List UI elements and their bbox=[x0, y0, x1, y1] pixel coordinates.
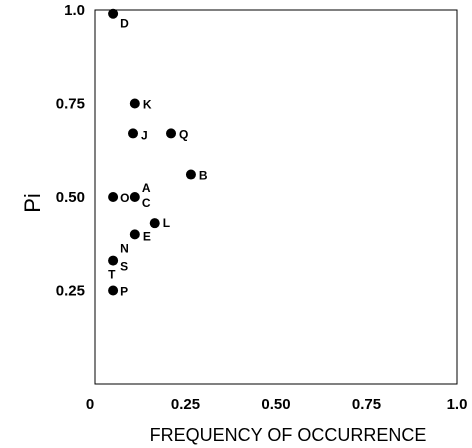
data-point bbox=[166, 128, 177, 139]
y-tick-label: 1.0 bbox=[64, 2, 85, 19]
data-point bbox=[108, 192, 119, 202]
data-point bbox=[129, 98, 140, 109]
data-point bbox=[185, 169, 196, 180]
point-label: B bbox=[199, 169, 208, 183]
x-tick-labels: 0 0.25 0.50 0.75 1.0 bbox=[86, 396, 468, 413]
data-point bbox=[108, 255, 119, 266]
x-axis-title: FREQUENCY OF OCCURRENCE bbox=[150, 425, 427, 445]
point-label: D bbox=[120, 17, 129, 31]
y-tick-label: 0.25 bbox=[56, 283, 85, 300]
y-axis-title: Pi bbox=[20, 193, 45, 213]
data-point bbox=[129, 229, 140, 240]
point-label: E bbox=[143, 229, 151, 243]
y-tick-labels: 0.25 0.50 0.75 1.0 bbox=[56, 2, 85, 300]
x-tick-label: 0.25 bbox=[171, 396, 200, 413]
point-label: L bbox=[163, 216, 170, 230]
point-label: S bbox=[120, 260, 128, 274]
data-point bbox=[108, 285, 119, 296]
data-point bbox=[128, 128, 139, 139]
x-tick-label: 1.0 bbox=[447, 396, 468, 413]
point-label: T bbox=[108, 268, 116, 282]
data-point bbox=[149, 218, 160, 229]
y-tick-label: 0.75 bbox=[56, 96, 85, 113]
point-label: A bbox=[142, 181, 151, 195]
x-tick-label: 0 bbox=[86, 396, 94, 413]
y-tick-label: 0.50 bbox=[56, 189, 85, 206]
point-label: C bbox=[142, 196, 151, 210]
point-label: O bbox=[120, 191, 129, 205]
plot-frame bbox=[94, 9, 458, 385]
data-point bbox=[108, 8, 119, 19]
data-point bbox=[129, 192, 140, 202]
point-label: J bbox=[141, 128, 148, 142]
point-label: K bbox=[143, 98, 152, 112]
point-label: N bbox=[120, 242, 129, 256]
point-label: P bbox=[120, 285, 128, 299]
x-tick-label: 0.75 bbox=[352, 396, 381, 413]
x-tick-label: 0.50 bbox=[261, 396, 290, 413]
point-label: Q bbox=[179, 127, 188, 141]
